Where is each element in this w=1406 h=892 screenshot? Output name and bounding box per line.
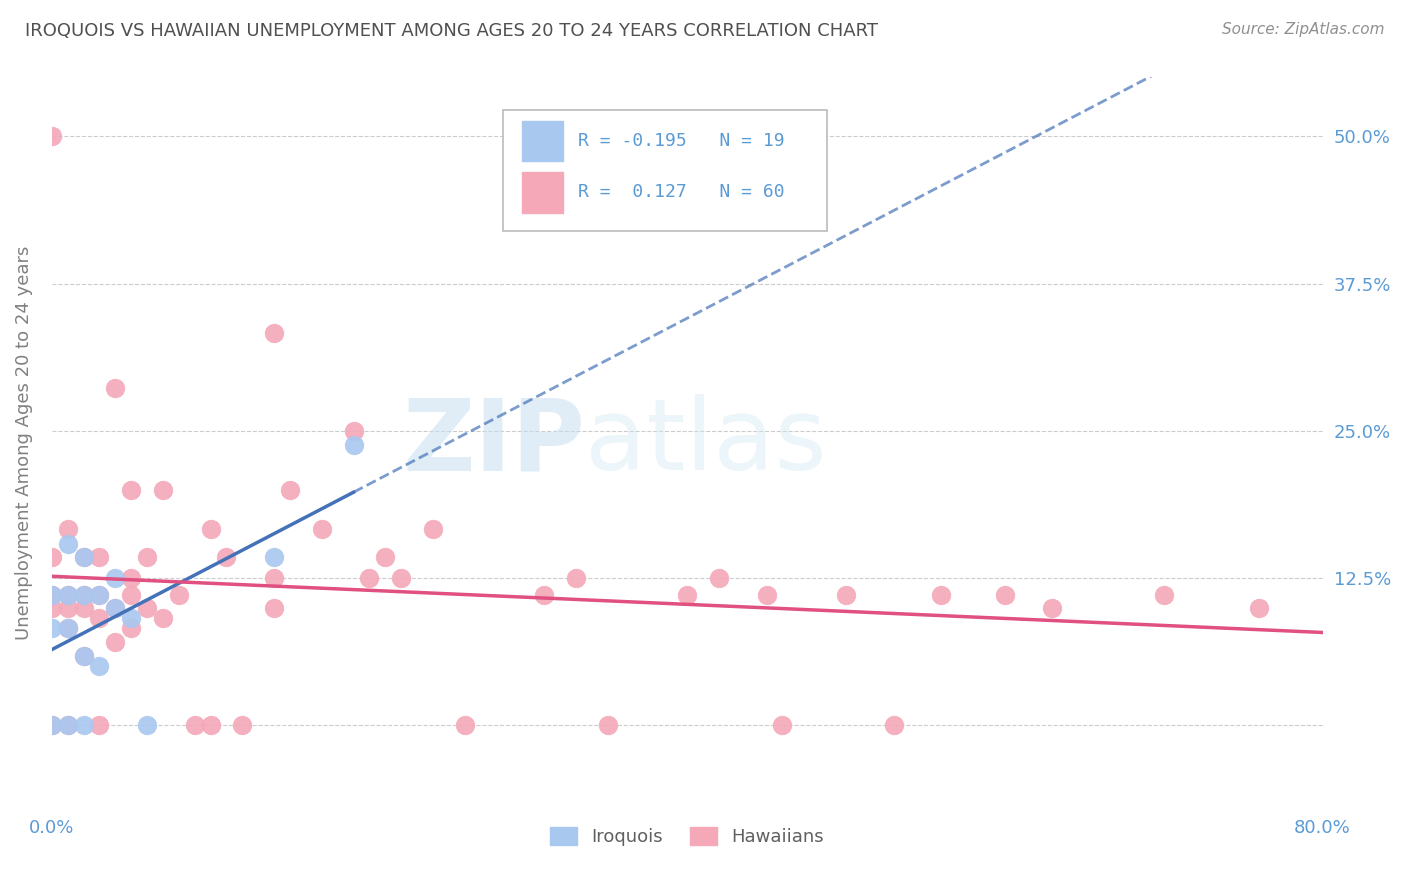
- Point: [263, 549, 285, 564]
- Point: [152, 611, 174, 625]
- Point: [41, 718, 63, 732]
- Point: [72, 549, 94, 564]
- Text: atlas: atlas: [585, 394, 827, 491]
- Point: [422, 522, 444, 536]
- Point: [342, 438, 364, 452]
- Y-axis label: Unemployment Among Ages 20 to 24 years: Unemployment Among Ages 20 to 24 years: [15, 245, 32, 640]
- Point: [278, 483, 301, 497]
- Text: ZIP: ZIP: [402, 394, 585, 491]
- Point: [104, 634, 127, 648]
- Point: [359, 571, 381, 585]
- Point: [1042, 600, 1064, 615]
- Point: [263, 600, 285, 615]
- Point: [41, 718, 63, 732]
- Point: [41, 600, 63, 615]
- Point: [1247, 600, 1270, 615]
- Point: [72, 648, 94, 663]
- Point: [56, 718, 79, 732]
- FancyBboxPatch shape: [503, 111, 827, 231]
- Point: [89, 611, 111, 625]
- Point: [200, 718, 222, 732]
- Point: [374, 549, 396, 564]
- Point: [311, 522, 333, 536]
- Text: R =  0.127   N = 60: R = 0.127 N = 60: [578, 184, 785, 202]
- Text: R = -0.195   N = 19: R = -0.195 N = 19: [578, 132, 785, 151]
- Legend: Iroquois, Hawaiians: Iroquois, Hawaiians: [543, 820, 831, 854]
- Point: [755, 588, 778, 602]
- Point: [89, 588, 111, 602]
- Point: [89, 588, 111, 602]
- Point: [136, 718, 159, 732]
- Point: [72, 718, 94, 732]
- Point: [120, 571, 142, 585]
- Point: [152, 483, 174, 497]
- Point: [56, 621, 79, 635]
- Point: [41, 549, 63, 564]
- Point: [72, 648, 94, 663]
- Point: [56, 522, 79, 536]
- Point: [41, 129, 63, 144]
- Text: Source: ZipAtlas.com: Source: ZipAtlas.com: [1222, 22, 1385, 37]
- Point: [41, 621, 63, 635]
- Point: [120, 483, 142, 497]
- Point: [263, 326, 285, 340]
- Point: [929, 588, 952, 602]
- Point: [183, 718, 205, 732]
- Point: [136, 600, 159, 615]
- Point: [56, 600, 79, 615]
- Point: [56, 718, 79, 732]
- Point: [120, 611, 142, 625]
- Point: [89, 718, 111, 732]
- Point: [72, 600, 94, 615]
- Text: IROQUOIS VS HAWAIIAN UNEMPLOYMENT AMONG AGES 20 TO 24 YEARS CORRELATION CHART: IROQUOIS VS HAWAIIAN UNEMPLOYMENT AMONG …: [25, 22, 879, 40]
- Point: [835, 588, 858, 602]
- Point: [200, 522, 222, 536]
- Point: [231, 718, 253, 732]
- Point: [342, 424, 364, 438]
- Point: [56, 588, 79, 602]
- Point: [707, 571, 730, 585]
- Point: [104, 600, 127, 615]
- Point: [89, 549, 111, 564]
- Point: [89, 659, 111, 673]
- Bar: [522, 172, 562, 212]
- Point: [1153, 588, 1175, 602]
- Point: [56, 621, 79, 635]
- Point: [676, 588, 699, 602]
- Point: [104, 381, 127, 395]
- Point: [56, 537, 79, 551]
- Point: [56, 588, 79, 602]
- Point: [533, 588, 555, 602]
- Point: [883, 718, 905, 732]
- Point: [120, 588, 142, 602]
- Point: [41, 588, 63, 602]
- Bar: [522, 121, 562, 161]
- Point: [454, 718, 477, 732]
- Point: [167, 588, 190, 602]
- Point: [772, 718, 794, 732]
- Point: [72, 588, 94, 602]
- Point: [215, 549, 238, 564]
- Point: [994, 588, 1017, 602]
- Point: [104, 571, 127, 585]
- Point: [389, 571, 412, 585]
- Point: [596, 718, 619, 732]
- Point: [72, 549, 94, 564]
- Point: [136, 549, 159, 564]
- Point: [263, 571, 285, 585]
- Point: [104, 600, 127, 615]
- Point: [41, 588, 63, 602]
- Point: [120, 621, 142, 635]
- Point: [565, 571, 588, 585]
- Point: [72, 588, 94, 602]
